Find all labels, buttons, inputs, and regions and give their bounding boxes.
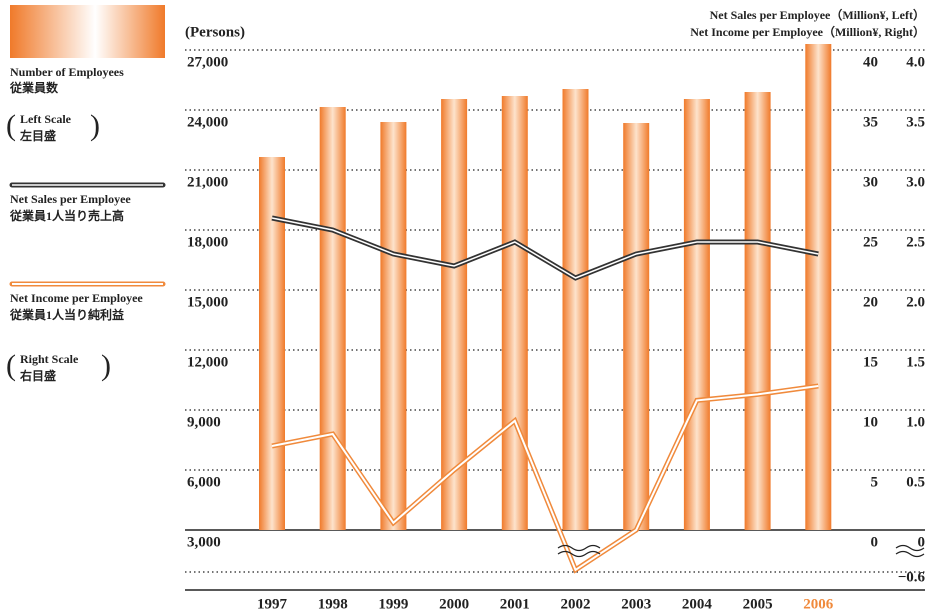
- scale-note: 左目盛: [19, 128, 56, 143]
- x-tick-label: 2004: [682, 596, 713, 612]
- scale-note: Left Scale: [20, 112, 72, 126]
- paren: ): [90, 109, 100, 142]
- x-tick-label: 2006: [803, 596, 834, 612]
- x-tick-label: 1998: [318, 596, 348, 612]
- y3-tick-label: 2.0: [906, 294, 925, 310]
- legend-label: Net Income per Employee: [10, 291, 143, 305]
- legend-swatch: [10, 5, 165, 58]
- bar: [805, 44, 832, 530]
- y-tick-label: 3,000: [187, 534, 221, 550]
- paren: (: [6, 109, 16, 142]
- legend-label: 従業員数: [9, 80, 59, 95]
- y3-axis-label: Net Income per Employee（Million¥, Right）: [690, 24, 925, 39]
- bar: [744, 92, 771, 530]
- y-tick-label: 12,000: [187, 354, 228, 370]
- y-tick-label: 21,000: [187, 174, 228, 190]
- y3-tick-label: 3.5: [906, 114, 925, 130]
- line: [271, 383, 819, 574]
- y-tick-label: 27,000: [187, 54, 228, 70]
- paren: ): [101, 349, 111, 382]
- y3-tick-label: 4.0: [906, 54, 925, 70]
- bar: [441, 99, 468, 530]
- paren: (: [6, 349, 16, 382]
- legend-label: Number of Employees: [10, 65, 124, 79]
- y3-tick-label: 1.0: [906, 414, 925, 430]
- x-tick-label: 2001: [500, 596, 530, 612]
- y2-tick-label: 35: [863, 114, 878, 130]
- legend-label: 従業員1人当り純利益: [9, 307, 124, 322]
- y3-tick-label: 0.5: [906, 474, 925, 490]
- x-tick-label: 2000: [439, 596, 469, 612]
- axis-break: [557, 550, 601, 558]
- bar: [562, 89, 589, 530]
- bar: [623, 123, 650, 530]
- y3-tick-label: 2.5: [906, 234, 925, 250]
- y2-tick-label: 10: [863, 414, 878, 430]
- x-tick-label: 1999: [378, 596, 408, 612]
- y3-tick-label: −0.6: [898, 569, 926, 585]
- bar: [380, 122, 407, 530]
- y2-tick-label: 25: [863, 234, 878, 250]
- legend-label: 従業員1人当り売上高: [9, 208, 124, 223]
- x-tick-label: 2003: [621, 596, 651, 612]
- x-tick-label: 2002: [561, 596, 591, 612]
- y-tick-label: 9,000: [187, 414, 221, 430]
- axis-break: [895, 550, 925, 558]
- axis-break: [557, 544, 601, 552]
- bar: [501, 96, 528, 530]
- y2-tick-label: 20: [863, 294, 878, 310]
- x-tick-label: 2005: [743, 596, 773, 612]
- x-tick-label: 1997: [257, 596, 288, 612]
- line-highlight: [271, 217, 819, 279]
- y2-tick-label: 30: [863, 174, 878, 190]
- y-tick-label: 18,000: [187, 234, 228, 250]
- line: [271, 215, 819, 281]
- y-tick-label: 15,000: [187, 294, 228, 310]
- bar: [319, 107, 346, 530]
- y-tick-label: 6,000: [187, 474, 221, 490]
- y2-tick-label: 15: [863, 354, 878, 370]
- y2-axis-label: Net Sales per Employee（Million¥, Left）: [710, 7, 925, 22]
- y-tick-label: 24,000: [187, 114, 228, 130]
- axis-break: [895, 544, 925, 552]
- y3-tick-label: 3.0: [906, 174, 925, 190]
- y2-tick-label: 0: [871, 534, 879, 550]
- bar: [683, 99, 710, 530]
- y-axis-label: (Persons): [185, 24, 245, 40]
- line-highlight: [271, 385, 819, 572]
- y2-tick-label: 40: [863, 54, 878, 70]
- bar: [259, 157, 285, 530]
- scale-note: 右目盛: [19, 368, 56, 383]
- y3-tick-label: 1.5: [906, 354, 925, 370]
- y3-tick-label: 0: [918, 534, 926, 550]
- legend-label: Net Sales per Employee: [10, 192, 131, 206]
- y2-tick-label: 5: [871, 474, 879, 490]
- scale-note: Right Scale: [20, 352, 79, 366]
